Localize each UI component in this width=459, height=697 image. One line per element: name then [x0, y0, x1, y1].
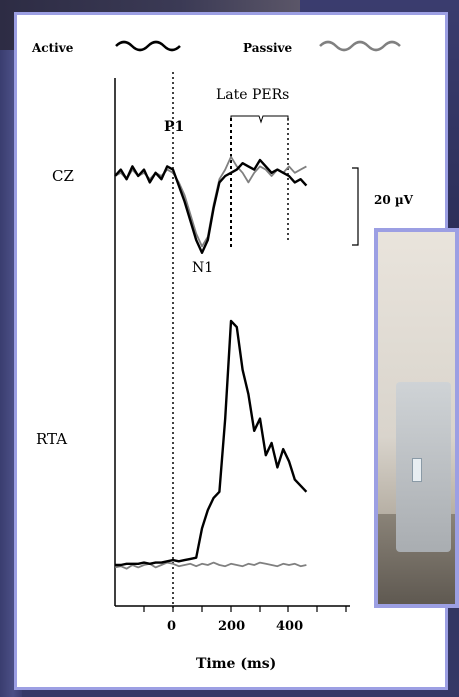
late-pers-label: Late PERs [216, 87, 289, 103]
scale-bar-label: 20 µV [374, 193, 414, 207]
legend-passive-label: Passive [243, 41, 293, 55]
series-layer [114, 155, 308, 570]
legend-passive-swatch [319, 40, 401, 52]
rta-active-trace [115, 319, 308, 567]
legend-active-swatch [115, 40, 181, 52]
rta-label: RTA [36, 430, 67, 448]
p1-label: P1 [164, 119, 184, 135]
scale-bar [352, 167, 359, 246]
x-tick-label-200: 200 [218, 619, 245, 634]
photo-bottle [412, 458, 422, 482]
x-tick-label-400: 400 [276, 619, 303, 634]
x-tick-marks [143, 606, 347, 612]
x-axis-title: Time (ms) [196, 656, 276, 672]
x-tick-label-0: 0 [167, 619, 176, 634]
cz-active-trace [114, 158, 308, 255]
legend-active-label: Active [31, 41, 74, 55]
lab-photo [374, 228, 459, 608]
late-pers-bracket [230, 115, 289, 124]
photo-equipment-cart [396, 382, 451, 552]
cz-label: CZ [52, 167, 74, 185]
n1-label: N1 [192, 260, 213, 276]
